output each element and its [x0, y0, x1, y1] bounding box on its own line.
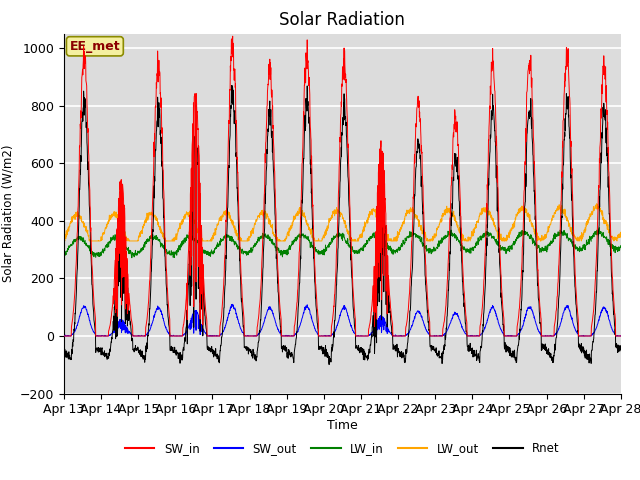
- Line: SW_in: SW_in: [64, 36, 621, 336]
- LW_out: [358, 233, 366, 239]
- Line: LW_in: LW_in: [64, 228, 621, 258]
- Rnet: [60, 345, 68, 350]
- SW_out: [229, 301, 237, 307]
- SW_out: [60, 333, 68, 339]
- LW_out: [371, 209, 378, 215]
- Line: Rnet: Rnet: [64, 85, 621, 365]
- LW_in: [216, 240, 223, 245]
- SW_in: [568, 167, 575, 172]
- Legend: SW_in, SW_out, LW_in, LW_out, Rnet: SW_in, SW_out, LW_in, LW_out, Rnet: [120, 437, 564, 460]
- SW_out: [371, 331, 379, 336]
- Rnet: [505, 348, 513, 354]
- SW_in: [229, 33, 237, 39]
- SW_in: [371, 313, 379, 319]
- X-axis label: Time: Time: [327, 419, 358, 432]
- Line: LW_out: LW_out: [64, 204, 621, 241]
- SW_out: [216, 333, 223, 338]
- Rnet: [325, 362, 333, 368]
- SW_out: [568, 316, 575, 322]
- Rnet: [617, 347, 625, 352]
- Y-axis label: Solar Radiation (W/m2): Solar Radiation (W/m2): [1, 145, 14, 282]
- Line: SW_out: SW_out: [64, 304, 621, 336]
- LW_out: [593, 201, 600, 207]
- LW_in: [359, 248, 367, 253]
- Text: EE_met: EE_met: [70, 40, 120, 53]
- Rnet: [371, 305, 379, 311]
- SW_out: [617, 333, 625, 339]
- LW_in: [371, 234, 379, 240]
- LW_out: [60, 238, 68, 244]
- SW_in: [216, 333, 223, 339]
- LW_out: [216, 216, 223, 221]
- SW_in: [504, 333, 512, 339]
- SW_in: [584, 333, 591, 339]
- Title: Solar Radiation: Solar Radiation: [280, 11, 405, 29]
- SW_out: [584, 333, 591, 339]
- LW_out: [504, 234, 512, 240]
- LW_in: [504, 243, 512, 249]
- SW_out: [504, 333, 512, 339]
- Rnet: [359, 352, 367, 358]
- LW_in: [617, 244, 625, 250]
- LW_in: [568, 240, 575, 245]
- Rnet: [568, 192, 576, 197]
- LW_out: [583, 222, 591, 228]
- LW_in: [596, 225, 604, 230]
- LW_out: [617, 230, 625, 236]
- LW_out: [568, 230, 575, 236]
- SW_out: [359, 333, 367, 339]
- SW_in: [617, 333, 625, 339]
- Rnet: [216, 360, 223, 366]
- LW_in: [584, 241, 591, 247]
- SW_in: [359, 333, 367, 339]
- SW_in: [60, 333, 68, 339]
- Rnet: [228, 83, 236, 88]
- Rnet: [584, 351, 591, 357]
- LW_in: [60, 250, 68, 255]
- LW_in: [128, 255, 136, 261]
